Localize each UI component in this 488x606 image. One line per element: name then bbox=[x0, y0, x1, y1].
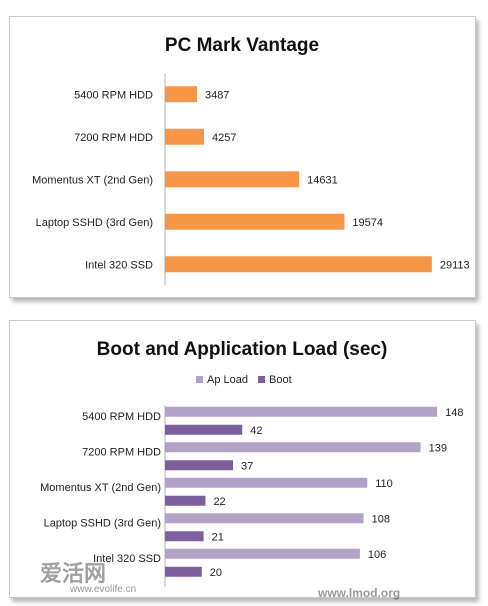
category-label-intel-320-ssd: Intel 320 SSD bbox=[85, 259, 153, 271]
pcmark-chart-panel: PC Mark Vantage 5400 RPM HDD 3487 7200 RPM … bbox=[9, 16, 476, 298]
bar-laptop-sshd-3rd-gen bbox=[165, 213, 345, 230]
bar-ap-load-7200-rpm-hdd bbox=[165, 442, 421, 453]
category-label-laptop-sshd-3rd-gen: Laptop SSHD (3rd Gen) bbox=[36, 217, 153, 229]
data-label-boot-5400-rpm-hdd: 42 bbox=[250, 425, 262, 437]
bar-ap-load-5400-rpm-hdd bbox=[165, 406, 438, 417]
bar-ap-load-momentus-xt-2nd-gen bbox=[165, 477, 368, 488]
category-label-momentus-xt-2nd-gen: Momentus XT (2nd Gen) bbox=[40, 482, 161, 494]
data-label-ap-load-intel-320-ssd: 106 bbox=[368, 549, 386, 561]
bar-boot-laptop-sshd-3rd-gen bbox=[165, 531, 204, 542]
data-label-laptop-sshd-3rd-gen: 19574 bbox=[352, 217, 383, 229]
bar-ap-load-intel-320-ssd bbox=[165, 548, 360, 559]
data-label-7200-rpm-hdd: 4257 bbox=[212, 132, 236, 144]
category-label-intel-320-ssd: Intel 320 SSD bbox=[93, 553, 161, 565]
bar-boot-momentus-xt-2nd-gen bbox=[165, 495, 206, 506]
chart-title: Boot and Application Load (sec) bbox=[97, 339, 388, 360]
category-label-5400-rpm-hdd: 5400 RPM HDD bbox=[74, 89, 153, 101]
category-label-momentus-xt-2nd-gen: Momentus XT (2nd Gen) bbox=[32, 174, 153, 186]
watermark-right-url: www.lmod.org bbox=[318, 586, 401, 600]
data-label-boot-intel-320-ssd: 20 bbox=[210, 567, 222, 579]
legend-swatch-boot bbox=[258, 376, 265, 383]
bar-7200-rpm-hdd bbox=[165, 128, 205, 145]
bar-boot-7200-rpm-hdd bbox=[165, 460, 234, 471]
legend-label-ap-load: Ap Load bbox=[207, 374, 248, 386]
category-label-laptop-sshd-3rd-gen: Laptop SSHD (3rd Gen) bbox=[44, 517, 161, 529]
data-label-momentus-xt-2nd-gen: 14631 bbox=[307, 174, 338, 186]
data-label-ap-load-7200-rpm-hdd: 139 bbox=[429, 442, 447, 454]
bar-boot-intel-320-ssd bbox=[165, 566, 202, 577]
data-label-boot-7200-rpm-hdd: 37 bbox=[241, 460, 253, 472]
category-label-7200-rpm-hdd: 7200 RPM HDD bbox=[82, 446, 161, 458]
bar-5400-rpm-hdd bbox=[165, 86, 197, 103]
data-label-5400-rpm-hdd: 3487 bbox=[205, 89, 229, 101]
bar-boot-5400-rpm-hdd bbox=[165, 424, 243, 435]
boot-load-chart-panel: Boot and Application Load (sec) Ap Load Bo… bbox=[9, 320, 476, 598]
pcmark-chart: PC Mark Vantage 5400 RPM HDD 3487 7200 RPM … bbox=[32, 35, 470, 286]
chart-title: PC Mark Vantage bbox=[165, 35, 319, 56]
legend-label-boot: Boot bbox=[269, 374, 292, 386]
bar-ap-load-laptop-sshd-3rd-gen bbox=[165, 513, 364, 524]
boot-load-chart: Boot and Application Load (sec) Ap Load Bo… bbox=[40, 339, 463, 587]
data-label-intel-320-ssd: 29113 bbox=[440, 259, 470, 271]
data-label-boot-momentus-xt-2nd-gen: 22 bbox=[213, 496, 225, 508]
data-label-ap-load-momentus-xt-2nd-gen: 110 bbox=[375, 478, 393, 490]
data-label-ap-load-laptop-sshd-3rd-gen: 108 bbox=[372, 513, 390, 525]
watermark-left-url: www.evolife.cn bbox=[70, 584, 137, 595]
data-label-boot-laptop-sshd-3rd-gen: 21 bbox=[212, 531, 224, 543]
category-label-5400-rpm-hdd: 5400 RPM HDD bbox=[82, 411, 161, 423]
legend-swatch-ap-load bbox=[196, 376, 203, 383]
category-label-7200-rpm-hdd: 7200 RPM HDD bbox=[74, 132, 153, 144]
bar-momentus-xt-2nd-gen bbox=[165, 171, 300, 188]
bar-intel-320-ssd bbox=[165, 256, 432, 273]
watermark-logo-text: 爱活网 bbox=[40, 561, 107, 586]
data-label-ap-load-5400-rpm-hdd: 148 bbox=[445, 407, 463, 419]
